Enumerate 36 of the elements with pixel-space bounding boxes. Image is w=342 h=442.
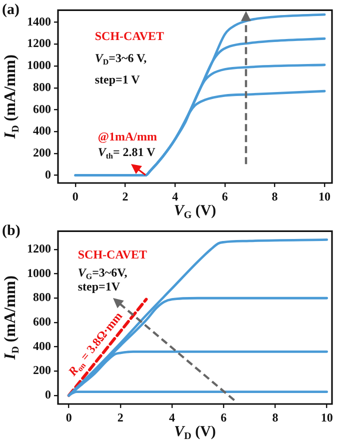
y-tick-label: 1000 xyxy=(27,266,51,280)
y-tick-label: 800 xyxy=(33,80,51,94)
x-tick-label: 4 xyxy=(172,189,178,204)
y-tick-label: 400 xyxy=(33,338,51,353)
x-tick-label: 10 xyxy=(318,189,331,204)
annotation: SCH-CAVET xyxy=(78,248,148,262)
y-axis-title: ID (mA/mm) xyxy=(2,276,22,361)
chart-title: (b) xyxy=(2,222,20,239)
y-tick-label: 600 xyxy=(33,102,51,116)
x-tick-label: 2 xyxy=(117,410,124,424)
x-tick-label: 0 xyxy=(72,189,78,204)
chart-title: (a) xyxy=(2,2,20,18)
y-tick-label: 0 xyxy=(45,167,51,182)
x-tick-label: 6 xyxy=(222,189,228,204)
x-tick-label: 6 xyxy=(220,410,227,424)
x-tick-label: 10 xyxy=(320,410,333,424)
y-tick-label: 400 xyxy=(33,124,51,138)
annotation: step=1V xyxy=(78,279,120,294)
y-tick-label: 1200 xyxy=(27,36,51,50)
annotation: step=1 V xyxy=(94,72,140,86)
y-tick-label: 800 xyxy=(33,290,51,304)
y-tick-label: 200 xyxy=(33,363,51,378)
x-tick-label: 0 xyxy=(66,410,72,424)
x-tick-label: 8 xyxy=(272,410,278,424)
y-tick-label: 1000 xyxy=(27,58,51,72)
y-tick-label: 200 xyxy=(33,146,51,160)
y-tick-label: 1200 xyxy=(27,242,51,256)
annotation: SCH-CAVET xyxy=(94,29,164,44)
y-tick-label: 600 xyxy=(33,314,51,329)
annotation: @1mA/mm xyxy=(98,130,158,144)
x-tick-label: 8 xyxy=(272,189,278,204)
x-tick-label: 2 xyxy=(122,189,128,204)
y-tick-label: 0 xyxy=(45,388,51,402)
x-tick-label: 4 xyxy=(169,410,176,424)
y-tick-label: 1400 xyxy=(27,14,51,28)
y-axis-title: ID (mA/mm) xyxy=(2,54,22,140)
